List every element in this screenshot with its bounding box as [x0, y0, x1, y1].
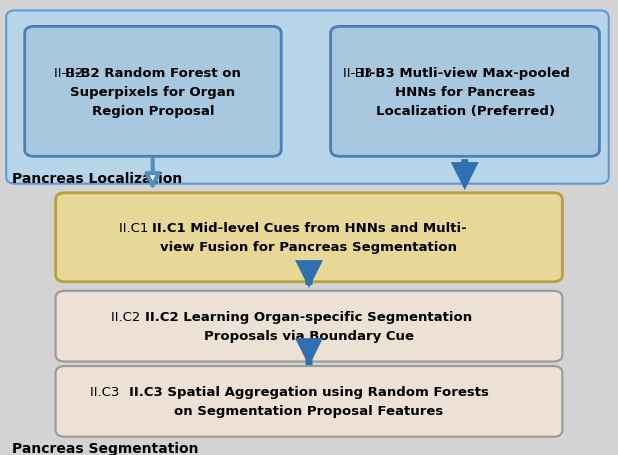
Text: II-B3 Mutli-view Max-pooled: II-B3 Mutli-view Max-pooled	[360, 66, 570, 80]
Text: Localization (Preferred): Localization (Preferred)	[376, 105, 554, 118]
Text: II-B3: II-B3	[343, 66, 376, 80]
Text: Region Proposal: Region Proposal	[91, 105, 214, 118]
Text: II.C1 Mid-level Cues from HNNs and Multi-: II.C1 Mid-level Cues from HNNs and Multi…	[151, 222, 467, 235]
Text: Pancreas Localization: Pancreas Localization	[12, 172, 182, 186]
FancyBboxPatch shape	[56, 193, 562, 282]
Text: II.C2: II.C2	[111, 310, 145, 324]
Text: HNNs for Pancreas: HNNs for Pancreas	[395, 86, 535, 99]
Text: II.C3 Spatial Aggregation using Random Forests: II.C3 Spatial Aggregation using Random F…	[129, 385, 489, 399]
Text: II.C2 Learning Organ-specific Segmentation: II.C2 Learning Organ-specific Segmentati…	[145, 310, 473, 324]
FancyBboxPatch shape	[25, 27, 281, 157]
FancyBboxPatch shape	[56, 291, 562, 362]
Text: II.C1: II.C1	[119, 222, 153, 235]
Text: Pancreas Segmentation: Pancreas Segmentation	[12, 441, 199, 455]
Text: II-B2 Random Forest on: II-B2 Random Forest on	[65, 66, 241, 80]
Text: II-B2: II-B2	[54, 66, 87, 80]
FancyBboxPatch shape	[56, 366, 562, 437]
Text: on Segmentation Proposal Features: on Segmentation Proposal Features	[174, 404, 444, 418]
Text: Proposals via Boundary Cue: Proposals via Boundary Cue	[204, 329, 414, 343]
FancyBboxPatch shape	[6, 11, 609, 184]
FancyBboxPatch shape	[331, 27, 599, 157]
Text: view Fusion for Pancreas Segmentation: view Fusion for Pancreas Segmentation	[161, 241, 457, 254]
Text: Superpixels for Organ: Superpixels for Organ	[70, 86, 235, 99]
Text: II.C3: II.C3	[90, 385, 124, 399]
